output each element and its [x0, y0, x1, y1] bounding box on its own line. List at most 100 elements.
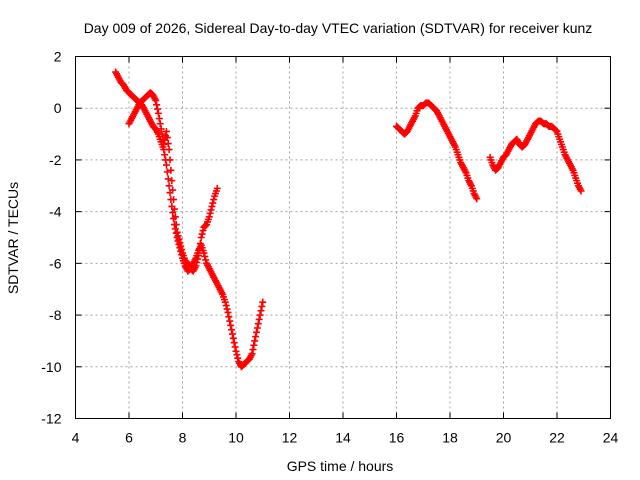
data-point [210, 196, 218, 204]
data-point [209, 199, 217, 207]
data-point [195, 246, 203, 254]
y-tick-label: -4 [49, 204, 62, 220]
data-point [194, 255, 202, 263]
data-point [227, 321, 235, 329]
x-tick-label: 20 [496, 430, 512, 446]
data-point [162, 127, 170, 135]
data-point [163, 168, 171, 176]
data-point [206, 209, 214, 217]
data-point [234, 354, 242, 362]
data-point [228, 326, 236, 334]
x-tick-label: 12 [282, 430, 298, 446]
data-point [248, 350, 256, 358]
data-point [197, 234, 205, 241]
y-axis-label: SDTVAR / TECUs [5, 182, 21, 294]
data-point [165, 146, 173, 154]
data-point [154, 105, 162, 113]
axis-ticks [75, 56, 611, 419]
data-point [166, 156, 174, 164]
data-point [173, 228, 181, 236]
data-point [233, 351, 241, 359]
x-tick-label: 22 [549, 430, 565, 446]
data-point [192, 262, 200, 270]
data-point [221, 298, 229, 306]
y-tick-label: 0 [54, 100, 62, 116]
data-point [175, 235, 183, 243]
data-point [258, 302, 266, 310]
x-tick-labels: 4 6 8 10 12 14 16 18 20 22 24 [72, 430, 619, 446]
data-point [156, 120, 164, 128]
data-point [176, 239, 184, 247]
data-point [170, 205, 178, 213]
data-point [207, 206, 215, 214]
data-point [473, 195, 481, 203]
data-point [229, 334, 237, 342]
data-point [224, 308, 232, 316]
data-point [200, 249, 208, 257]
data-point [254, 320, 262, 328]
y-tick-label: -2 [49, 152, 62, 168]
y-tick-label: -8 [49, 307, 62, 323]
x-tick-label: 24 [603, 430, 619, 446]
data-point [205, 213, 213, 221]
data-point [222, 302, 230, 310]
data-point [154, 109, 162, 117]
data-point [170, 196, 178, 204]
data-point [163, 134, 171, 142]
x-tick-label: 10 [228, 430, 244, 446]
data-point [167, 166, 175, 174]
data-point [169, 186, 177, 194]
data-point [174, 232, 182, 240]
data-point [252, 333, 260, 341]
data-point [228, 330, 236, 338]
x-tick-label: 14 [335, 430, 351, 446]
data-point [178, 246, 186, 254]
data-point [202, 256, 210, 264]
data-point [249, 346, 257, 354]
series-segment-4 [486, 117, 585, 195]
data-point [162, 161, 170, 169]
x-tick-label: 16 [389, 430, 405, 446]
data-point [177, 242, 185, 250]
y-tick-labels: -12 -10 -8 -6 -4 -2 0 2 [41, 49, 61, 427]
data-point [257, 307, 265, 315]
data-point [232, 347, 240, 355]
data-point [168, 177, 176, 185]
data-point [198, 230, 206, 238]
data-point [196, 240, 204, 248]
chart-title: Day 009 of 2026, Sidereal Day-to-day VTE… [84, 20, 593, 36]
x-tick-label: 8 [179, 430, 187, 446]
data-point [253, 324, 261, 332]
y-tick-label: -10 [41, 359, 61, 375]
data-point [160, 140, 168, 148]
data-point [230, 339, 238, 347]
grid [75, 56, 611, 419]
data-point [171, 213, 179, 221]
data-point [157, 125, 165, 133]
data-point [193, 258, 201, 266]
data-point [153, 101, 161, 109]
data-point [213, 184, 221, 192]
x-tick-label: 6 [125, 430, 133, 446]
data-point [577, 187, 585, 195]
data-point [255, 315, 263, 323]
data-point [158, 130, 166, 138]
data-point [155, 115, 163, 123]
y-tick-label: 2 [54, 49, 62, 65]
data-series [112, 68, 585, 371]
x-tick-label: 4 [72, 430, 80, 446]
data-point [195, 252, 203, 260]
data-point [250, 341, 258, 349]
series-segment-2 [125, 89, 221, 275]
data-point [152, 96, 160, 104]
x-tick-label: 18 [442, 430, 458, 446]
data-point [259, 298, 267, 306]
series-segment-3 [393, 99, 481, 203]
data-point [164, 140, 172, 148]
data-point [164, 175, 172, 183]
x-axis-label: GPS time / hours [287, 458, 394, 474]
data-point [223, 305, 231, 313]
data-point [165, 182, 173, 190]
data-point [251, 337, 259, 345]
